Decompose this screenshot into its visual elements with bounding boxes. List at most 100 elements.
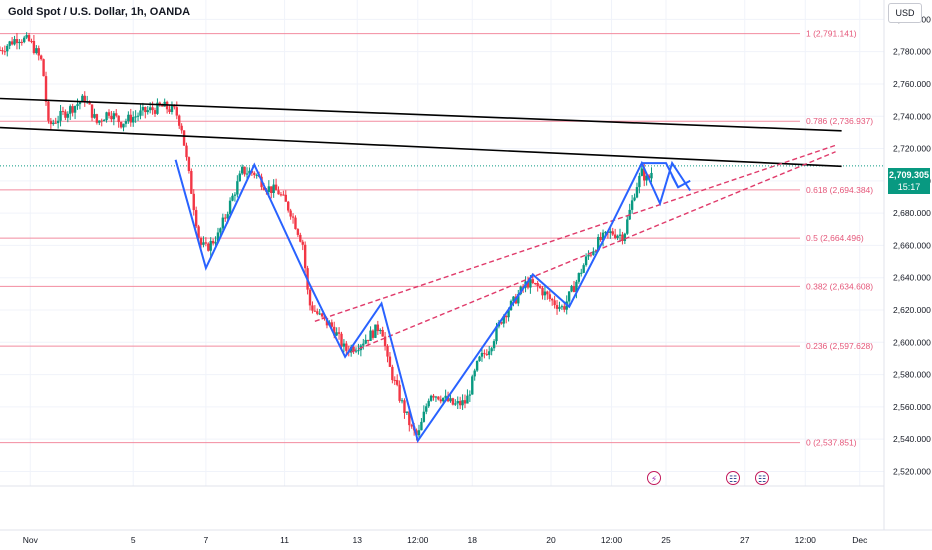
candle-body (376, 324, 380, 332)
x-tick-label: 25 (661, 535, 671, 545)
candle-body (635, 187, 639, 198)
candle-body (570, 286, 573, 292)
candle-body (454, 403, 457, 405)
candle-body (199, 237, 203, 245)
candle-body (400, 400, 404, 402)
y-tick-label: 2,680.000 (893, 208, 931, 218)
candle-body (71, 106, 74, 113)
candle-body (287, 201, 290, 211)
candle-body (112, 113, 116, 120)
candle-body (117, 115, 120, 123)
candle-body (621, 234, 624, 241)
candle-body (485, 353, 489, 355)
earnings-event-icon[interactable]: ⚡ (647, 471, 661, 485)
candle-body (480, 352, 484, 357)
candle-body (148, 107, 152, 111)
candle-body (170, 105, 174, 113)
candle-body (633, 197, 636, 201)
candle-body (236, 181, 239, 195)
candle-body (25, 35, 28, 38)
candle-body (432, 395, 435, 398)
candle-body (180, 125, 183, 131)
x-tick-label: 18 (468, 535, 478, 545)
candle-body (190, 170, 193, 194)
candle-body (141, 107, 145, 111)
candle-body (466, 395, 469, 404)
candle-body (10, 41, 14, 45)
y-tick-label: 2,520.000 (893, 466, 931, 476)
candle-body (366, 339, 370, 341)
us-flag-event-icon[interactable]: ☷ (755, 471, 769, 485)
x-tick-label: 5 (131, 535, 136, 545)
candle-body (0, 50, 2, 52)
candle-body (458, 401, 462, 406)
fib-level-label: 0.236 (2,597.628) (806, 341, 873, 351)
candle-body (563, 306, 566, 310)
fib-level-label: 0.618 (2,694.384) (806, 185, 873, 195)
candle-body (27, 35, 31, 41)
candle-body (626, 219, 629, 234)
last-price-value: 2,709.305 (888, 170, 930, 180)
candle-body (267, 186, 271, 192)
candle-body (558, 307, 561, 309)
candle-body (23, 37, 26, 43)
candle-body (403, 400, 406, 413)
candle-body (270, 186, 273, 193)
candle-body (451, 398, 455, 405)
y-tick-label: 2,740.000 (893, 111, 931, 121)
candle-body (161, 105, 164, 107)
candle-body (52, 122, 55, 125)
candle-body (54, 122, 57, 124)
candle-body (471, 376, 474, 395)
candle-body (243, 166, 246, 175)
candle-body (240, 166, 244, 174)
symbol-title[interactable]: Gold Spot / U.S. Dollar, 1h, OANDA (8, 6, 191, 18)
candle-body (500, 322, 503, 324)
candle-body (437, 396, 440, 400)
candle-body (294, 217, 297, 230)
y-tick-label: 2,580.000 (893, 370, 931, 380)
fib-level-label: 0.5 (2,664.496) (806, 233, 864, 243)
candle-body (553, 300, 556, 306)
candle-body (8, 41, 11, 46)
candle-body (589, 254, 593, 256)
candle-body (284, 194, 287, 202)
candle-body (349, 346, 353, 353)
currency-button[interactable]: USD (888, 3, 922, 23)
candle-body (42, 59, 45, 77)
fib-level-label: 0.786 (2,736.937) (806, 116, 873, 126)
candle-body (233, 194, 237, 196)
candle-body (301, 241, 304, 245)
candle-body (531, 279, 535, 283)
candle-body (420, 421, 423, 431)
last-price-badge: 2,709.305 15:17 (888, 168, 930, 194)
candle-body (601, 232, 605, 241)
candle-body (475, 360, 479, 371)
candle-body (422, 411, 426, 422)
candle-body (429, 395, 433, 401)
candle-body (613, 234, 617, 238)
fib-level-label: 0 (2,537.851) (806, 438, 857, 448)
candle-body (318, 313, 321, 315)
drawings[interactable] (0, 97, 842, 444)
candles (0, 32, 653, 441)
candle-body (546, 291, 549, 295)
candle-body (393, 380, 396, 382)
candle-body (32, 40, 36, 54)
candle-body (640, 168, 644, 176)
candle-body (492, 341, 496, 349)
candle-body (352, 346, 355, 352)
us-flag-event-icon[interactable]: ☷ (726, 471, 740, 485)
candle-body (197, 226, 200, 238)
candle-body (478, 356, 481, 361)
candle-body (381, 329, 384, 337)
candle-body (182, 130, 186, 146)
candle-body (228, 200, 232, 215)
candle-body (345, 343, 348, 351)
candle-body (388, 356, 392, 367)
candle-body (630, 200, 634, 210)
candle-body (548, 294, 551, 299)
candle-body (526, 281, 530, 288)
candle-body (146, 110, 149, 113)
